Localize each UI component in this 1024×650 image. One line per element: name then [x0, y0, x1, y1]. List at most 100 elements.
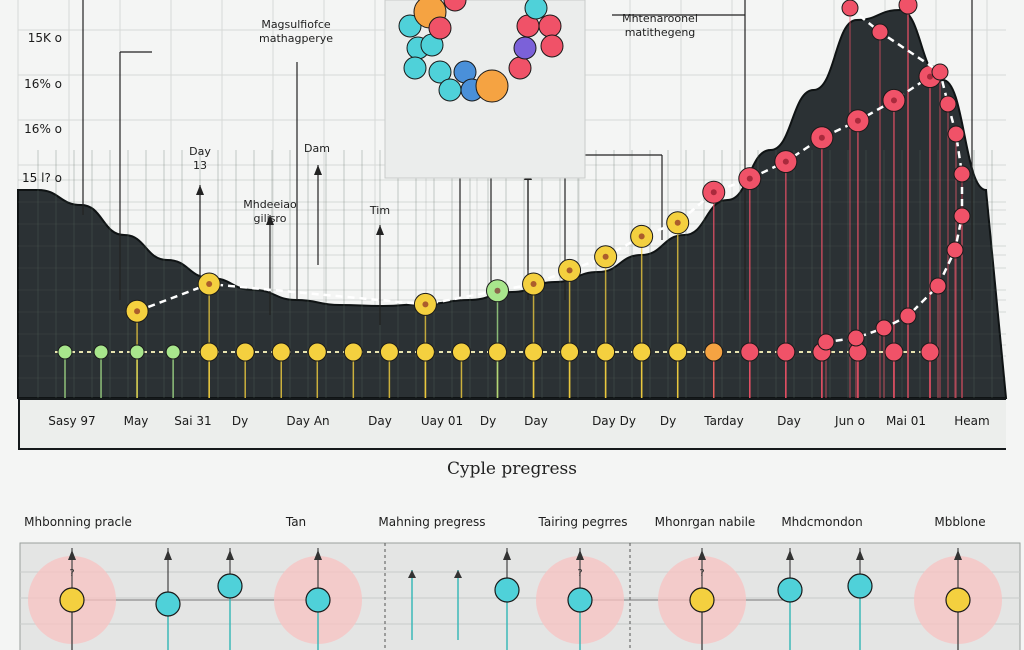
loop-point: [841, 0, 859, 17]
atom: [403, 56, 427, 80]
x-tick-label: Uay 01: [421, 414, 463, 428]
timeline-node: [217, 573, 243, 599]
x-axis-band: [18, 398, 1006, 450]
rising-point-core: [746, 175, 753, 182]
main-chart: Sasy 97 May Sai 31 Dy Day An Day Uay 01 Dy Day Da…: [17, 0, 1008, 479]
atom: [475, 69, 509, 103]
node-arrow-head: [954, 550, 962, 560]
phase-label: Mahning pregress: [378, 515, 485, 529]
rising-point-core: [422, 301, 429, 308]
atom: [438, 78, 462, 102]
x-tick-label: Sasy 97: [48, 414, 95, 428]
rising-point-core: [674, 219, 681, 226]
node-arrow-head: [856, 550, 864, 560]
atom: [524, 0, 548, 20]
annotation: Tim: [369, 204, 390, 217]
rising-point-core: [566, 267, 573, 274]
baseline-point: [129, 344, 145, 360]
baseline-point: [235, 342, 255, 362]
node-arrow-head: [68, 550, 76, 560]
baseline-point: [920, 342, 940, 362]
atom: [513, 36, 537, 60]
x-tick-label: Heam: [954, 414, 989, 428]
node-arrow-head: [503, 550, 511, 560]
loop-point: [953, 207, 971, 225]
atom: [508, 56, 532, 80]
loop-point: [939, 95, 957, 113]
rising-point-core: [927, 73, 933, 80]
node-arrow-head: [576, 550, 584, 560]
phase-timeline: Mhbonning pracle Tan Mahning pregress Tairi…: [19, 515, 1021, 650]
baseline-point: [884, 342, 904, 362]
rising-point-core: [494, 287, 501, 294]
baseline-point: [199, 342, 219, 362]
rising-point-core: [134, 308, 141, 315]
atom: [540, 34, 564, 58]
y-tick-label: 15 l? o: [22, 171, 62, 185]
timeline-node: [847, 573, 873, 599]
node-arrow-head: [164, 550, 172, 560]
node-arrow-head: [698, 550, 706, 560]
rising-point-core: [638, 233, 645, 240]
timeline-node: [59, 587, 85, 613]
timeline-node: [494, 577, 520, 603]
loop-point: [946, 241, 964, 259]
x-tick-label: Sai 31: [174, 414, 211, 428]
rising-point-core: [530, 281, 537, 287]
baseline-point: [488, 342, 507, 362]
node-arrow-head: [314, 550, 322, 560]
baseline-point: [93, 344, 109, 360]
loop-point: [847, 329, 865, 347]
rising-point-core: [854, 117, 861, 124]
y-tick-labels: 15K o 16% o 16% o 15 l? o: [22, 31, 62, 185]
phase-label: Mhdcmondon: [781, 515, 862, 529]
timeline-node: [689, 587, 715, 613]
x-tick-label: Day: [524, 414, 548, 428]
x-tick-label: Dy: [480, 414, 496, 428]
baseline-points: [55, 342, 940, 362]
phase-label: Tan: [285, 515, 306, 529]
node-arrow-head: [226, 550, 234, 560]
baseline-point: [776, 342, 796, 362]
x-axis-line-bottom: [18, 448, 1006, 450]
y-tick-label: 15K o: [28, 31, 62, 45]
annotation: Dam: [304, 142, 330, 155]
node-label: ?: [577, 568, 582, 579]
loop-point: [953, 165, 971, 183]
x-tick-labels: Sasy 97 May Sai 31 Dy Day An Day Uay 01 Dy Day Da…: [18, 398, 1006, 450]
node-arrow-head: [454, 570, 462, 578]
baseline-point: [379, 342, 399, 362]
timeline-node: [777, 577, 803, 603]
cycle-area: [17, 8, 1008, 399]
timeline-node: [155, 591, 181, 617]
node-label: ?: [699, 568, 704, 579]
loop-point: [929, 277, 947, 295]
rising-connector: [136, 75, 931, 313]
rising-point-core: [602, 253, 609, 260]
phase-label: Mbblone: [934, 515, 985, 529]
x-tick-label: Day An: [286, 414, 329, 428]
atom: [398, 14, 422, 38]
loop-point: [871, 23, 889, 41]
baseline-point: [524, 342, 544, 362]
annotation: Mhtenaroonel matithegeng: [622, 12, 698, 39]
rising-point-core: [710, 189, 717, 196]
baseline-point: [740, 342, 760, 362]
baseline-point: [704, 342, 724, 362]
arrow-head: [314, 165, 322, 175]
atom: [428, 16, 452, 40]
annotations: Magsulfiofce mathagperye Day 13 Dam Mhdeeiao g…: [189, 12, 698, 225]
loop-point: [875, 319, 893, 337]
baseline-point: [596, 342, 616, 362]
x-axis-line: [18, 398, 1006, 400]
atom: [538, 14, 562, 38]
x-axis-left: [18, 398, 20, 450]
baseline-point: [415, 342, 435, 362]
timeline-node: [945, 587, 971, 613]
baseline-point: [165, 344, 181, 360]
node-arrow-head: [408, 570, 416, 578]
node-label: ?: [69, 568, 74, 579]
rising-point-core: [782, 158, 789, 165]
baseline-point: [307, 342, 327, 362]
phase-label: Tairing pegrres: [538, 515, 628, 529]
